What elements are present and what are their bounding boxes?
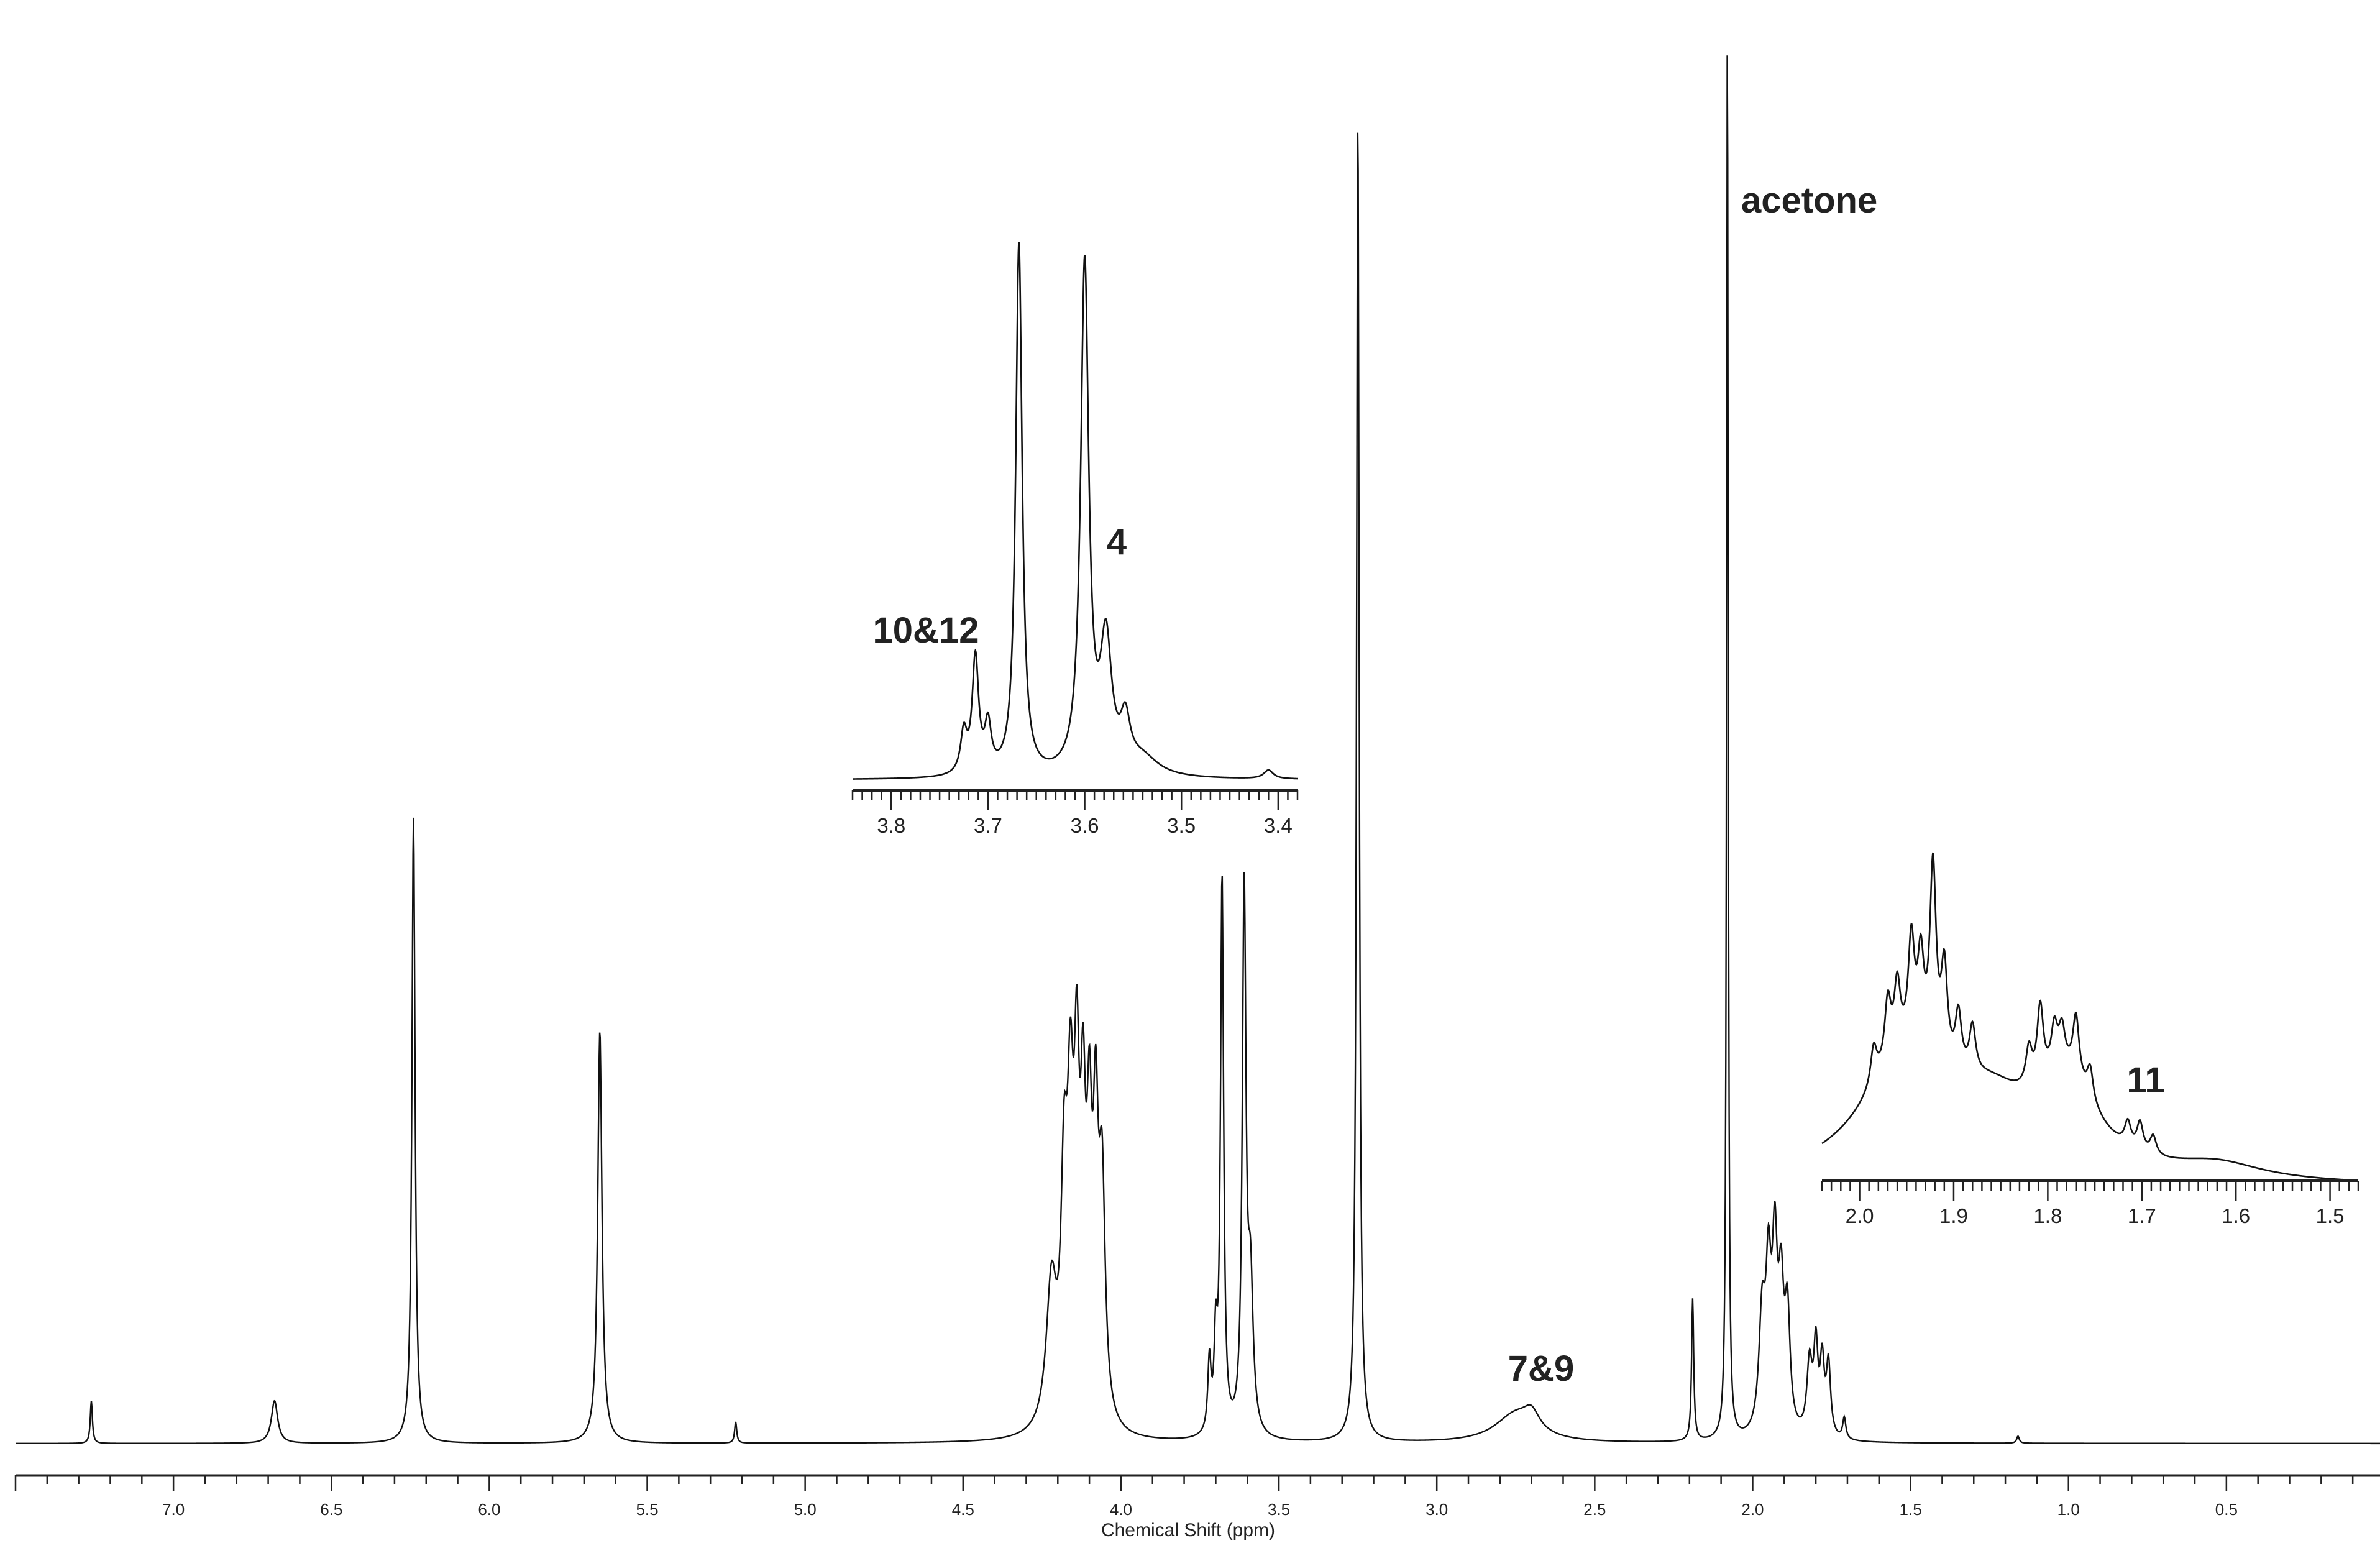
main-plot <box>16 55 2380 1445</box>
tick-label: 5.0 <box>794 1500 817 1519</box>
tick-label: 3.7 <box>974 814 1002 837</box>
tick-label: 3.5 <box>1268 1500 1290 1519</box>
tick-label: 3.8 <box>877 814 905 837</box>
tick-label: 2.0 <box>1846 1204 1874 1227</box>
annotation-acetone: acetone <box>1741 180 1877 221</box>
tick-label: 3.6 <box>1071 814 1099 837</box>
annotation-4: 4 <box>1107 522 1127 562</box>
tick-label: 7.0 <box>162 1500 185 1519</box>
tick-label: 1.9 <box>1939 1204 1968 1227</box>
tick-label: 1.7 <box>2128 1204 2156 1227</box>
annotation-10-12: 10&12 <box>873 610 979 651</box>
tick-label: 4.5 <box>952 1500 974 1519</box>
peak-annotations: acetone 7&9 10&12 4 11 <box>873 180 2165 1389</box>
tick-label: 3.4 <box>1264 814 1293 837</box>
tick-label: 1.0 <box>2057 1500 2080 1519</box>
tick-label: 2.5 <box>1583 1500 1606 1519</box>
tick-label: 1.5 <box>2316 1204 2345 1227</box>
tick-label: 3.0 <box>1426 1500 1448 1519</box>
annotation-11: 11 <box>2126 1060 2164 1101</box>
annotation-7-9: 7&9 <box>1508 1348 1574 1389</box>
tick-label: 0.5 <box>2215 1500 2238 1519</box>
inset-3-4-plot <box>853 242 1298 780</box>
tick-label: 4.0 <box>1110 1500 1132 1519</box>
x-axis-title: Chemical Shift (ppm) <box>1101 1520 1275 1541</box>
inset-spectrum-line <box>853 242 1298 780</box>
tick-label: 5.5 <box>636 1500 658 1519</box>
inset-spectrum-line <box>1821 852 2359 1181</box>
tick-label: 3.5 <box>1167 814 1196 837</box>
inset-3-4-x-axis: 3.8 3.7 3.6 3.5 3.4 <box>851 789 1299 837</box>
tick-label: 1.5 <box>1900 1500 1922 1519</box>
inset-1-5-x-axis: 2.0 1.9 1.8 1.7 1.6 1.5 <box>1821 1179 2359 1227</box>
main-x-axis: 7.0 6.5 6.0 5.5 5.0 4.5 4.0 3.5 3.0 2.5 2.0 1.5 1.0 0… <box>14 1474 2380 1519</box>
inset-1-5-plot <box>1821 852 2359 1181</box>
tick-label: 6.0 <box>478 1500 500 1519</box>
tick-label: 1.8 <box>2033 1204 2062 1227</box>
tick-label: 2.0 <box>1741 1500 1764 1519</box>
tick-label: 1.6 <box>2222 1204 2250 1227</box>
spectrum-line <box>16 55 2380 1445</box>
tick-label: 6.5 <box>320 1500 342 1519</box>
